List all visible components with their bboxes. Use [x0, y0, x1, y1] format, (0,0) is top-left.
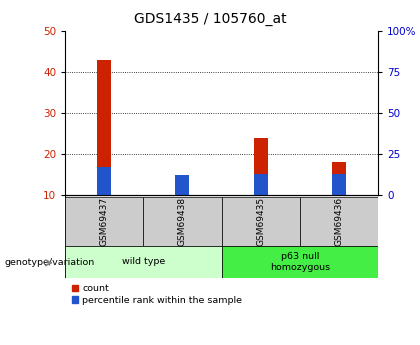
Text: GSM69437: GSM69437 — [100, 197, 109, 246]
Bar — [65, 246, 222, 278]
Bar — [300, 197, 378, 246]
Bar — [332, 174, 346, 195]
Legend: count, percentile rank within the sample: count, percentile rank within the sample — [70, 283, 244, 307]
Bar — [222, 246, 378, 278]
Bar — [176, 175, 189, 195]
Bar — [254, 138, 268, 195]
Bar — [222, 197, 300, 246]
Text: wild type: wild type — [122, 257, 165, 266]
Bar — [143, 197, 222, 246]
Bar — [176, 183, 189, 195]
Text: genotype/variation: genotype/variation — [4, 258, 94, 267]
Text: GSM69436: GSM69436 — [334, 197, 344, 246]
Bar — [332, 162, 346, 195]
Text: GDS1435 / 105760_at: GDS1435 / 105760_at — [134, 12, 286, 26]
Bar — [254, 174, 268, 195]
Text: GSM69438: GSM69438 — [178, 197, 187, 246]
Text: p63 null
homozygous: p63 null homozygous — [270, 252, 330, 272]
Text: GSM69435: GSM69435 — [256, 197, 265, 246]
Bar — [65, 197, 143, 246]
Bar — [97, 60, 111, 195]
Bar — [97, 167, 111, 195]
